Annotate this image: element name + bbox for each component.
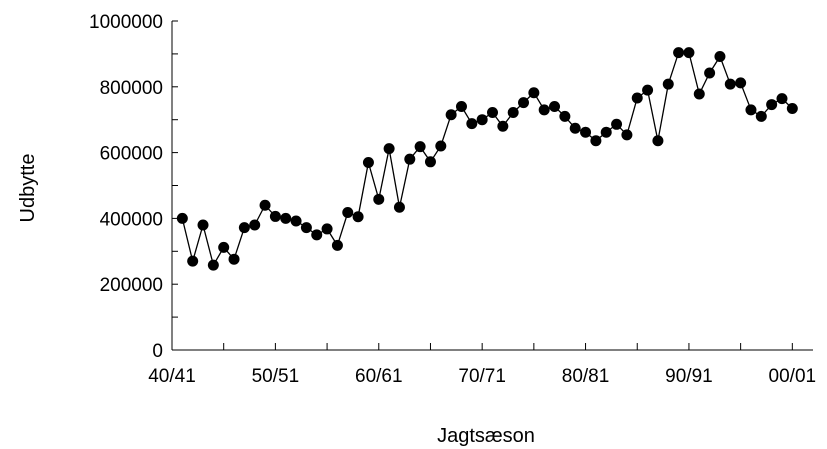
data-point [683,47,695,59]
data-point [207,259,219,271]
data-point [518,97,530,109]
data-point [249,219,261,231]
data-point [269,210,281,222]
y-axis-title: Udbytte [17,154,39,223]
x-tick-label: 40/41 [148,366,196,387]
data-point [393,201,405,213]
data-point [559,110,571,122]
data-point [404,153,416,165]
data-point [187,255,199,267]
data-point [507,106,519,118]
data-point [704,67,716,79]
x-tick-label: 80/81 [562,366,610,387]
y-tick-label: 200000 [100,275,163,296]
x-tick-label: 90/91 [665,366,713,387]
data-point [786,103,798,115]
data-point [755,110,767,122]
data-point [424,156,436,168]
data-point [300,222,312,234]
data-point [528,87,540,99]
data-point [611,118,623,130]
y-tick-label: 600000 [100,144,163,165]
data-point [383,143,395,155]
data-point [218,241,230,253]
series-group [176,47,798,271]
data-point [600,126,612,138]
data-point [466,118,478,130]
data-point [662,78,674,90]
data-point [497,120,509,132]
data-point [259,199,271,211]
y-tick-label: 400000 [100,209,163,230]
x-tick-label: 00/01 [769,366,817,387]
data-point [652,135,664,147]
data-point [714,51,726,63]
data-point [745,104,757,116]
data-point [776,93,788,105]
data-point [631,92,643,104]
x-tick-label: 70/71 [458,366,506,387]
data-point [621,129,633,141]
data-point [445,109,457,121]
data-point [238,222,250,234]
data-point [352,211,364,223]
data-point [414,141,426,153]
data-point [321,223,333,235]
data-point [673,47,685,59]
data-point [290,215,302,227]
x-tick-label: 60/61 [355,366,403,387]
data-point [487,106,498,118]
data-point [538,104,550,116]
data-point [176,212,188,224]
data-point [197,219,209,231]
data-point [766,99,778,111]
data-point [735,77,747,89]
data-point [435,140,447,152]
y-tick-label: 800000 [100,78,163,99]
series-line [181,51,793,267]
data-point [569,122,581,134]
x-axis-title: Jagtsæson [437,425,535,447]
data-point [228,253,240,265]
data-point [362,156,374,168]
data-point [373,193,385,205]
x-tick-label: 50/51 [252,366,300,387]
y-ticks: 0 200000 400000 600000 800000 1000000 [89,12,178,362]
x-ticks: 40/41 50/51 60/61 70/71 80/81 90/91 00/01 [148,343,816,387]
data-point [311,229,323,241]
data-point [693,88,705,100]
data-point [331,239,343,251]
data-point [590,135,602,147]
y-tick-label: 0 [152,341,163,362]
data-point [642,84,654,96]
data-point [455,101,467,113]
data-point [476,114,488,126]
data-point [342,206,354,218]
data-point [580,126,592,138]
y-tick-label: 1000000 [89,12,163,33]
data-point [549,101,561,113]
data-point [724,78,736,90]
data-point [280,212,292,224]
